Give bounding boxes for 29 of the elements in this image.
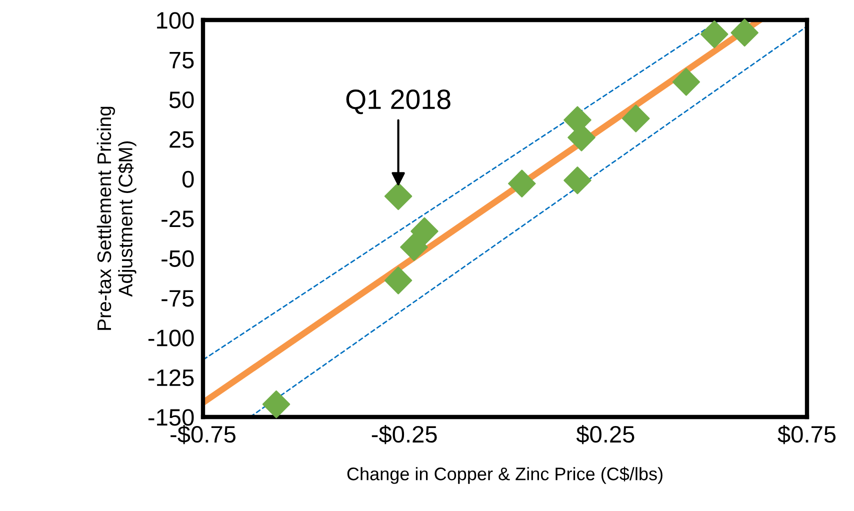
x-tick-label: -$0.25	[372, 424, 437, 444]
y-tick-label: -100	[148, 330, 194, 346]
point	[384, 182, 412, 210]
point	[384, 266, 412, 294]
x-tick-label: $0.25	[576, 424, 634, 444]
y-tick-label: 75	[170, 52, 194, 68]
point	[730, 18, 758, 47]
y-tick-label: -25	[162, 210, 194, 228]
x-axis-title: Change in Copper & Zinc Price (C$/lbs)	[347, 466, 662, 484]
y-tick-label: 100	[157, 12, 194, 29]
point	[622, 104, 650, 132]
point	[262, 390, 290, 418]
y-tick-label: 25	[170, 131, 194, 148]
y-tick-label: -75	[162, 290, 194, 307]
y-tick-label: 0	[182, 170, 194, 188]
point	[508, 170, 536, 198]
y-tick-label: 50	[169, 91, 194, 108]
x-tick-label: $0.75	[778, 424, 836, 444]
y-tick-label: -150	[148, 409, 194, 426]
point	[410, 217, 438, 246]
y-tick-label: -50	[162, 250, 194, 267]
y-tick-label: -125	[148, 369, 194, 386]
annotation: Q1 2018	[346, 90, 450, 114]
point	[672, 68, 700, 96]
point	[400, 233, 428, 261]
y-axis-title: Pre-tax Settlement Pricing Adjustment (C$M)	[96, 106, 136, 330]
point	[564, 166, 592, 194]
point	[700, 20, 728, 48]
x-tick-label: -$0.75	[170, 424, 236, 444]
